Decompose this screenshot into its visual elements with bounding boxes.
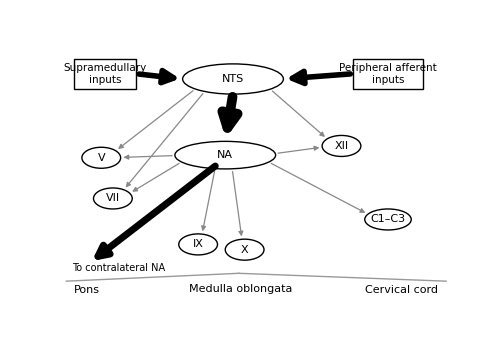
Text: V: V — [98, 153, 105, 163]
Text: X: X — [241, 244, 248, 255]
Text: Medulla oblongata: Medulla oblongata — [189, 284, 292, 294]
Text: To contralateral NA: To contralateral NA — [72, 263, 166, 273]
Text: Pons: Pons — [74, 285, 100, 295]
Text: Supramedullary
inputs: Supramedullary inputs — [64, 63, 147, 85]
Text: XII: XII — [334, 141, 348, 151]
Text: VII: VII — [106, 193, 120, 204]
Text: IX: IX — [192, 239, 203, 249]
Text: NTS: NTS — [222, 74, 244, 84]
Text: NA: NA — [217, 150, 233, 160]
Text: C1–C3: C1–C3 — [370, 214, 406, 224]
Text: Peripheral afferent
inputs: Peripheral afferent inputs — [339, 63, 437, 85]
Text: Cervical cord: Cervical cord — [366, 285, 438, 295]
